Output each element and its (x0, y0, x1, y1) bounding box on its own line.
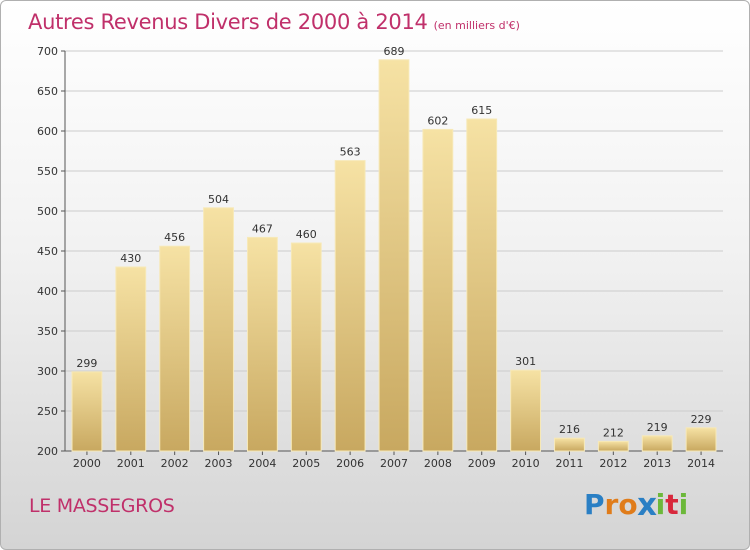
bar-2011 (554, 437, 585, 452)
bar-2013 (641, 435, 673, 452)
x-tick-label: 2009 (468, 457, 496, 470)
y-tick-label: 200 (37, 445, 58, 458)
x-tick-label: 2002 (161, 457, 189, 470)
bar-value-label: 301 (515, 355, 536, 368)
bar-value-label: 615 (471, 104, 492, 117)
chart-title: Autres Revenus Divers de 2000 à 2014 (28, 10, 428, 34)
x-tick-label: 2003 (205, 457, 233, 470)
bar-value-label: 219 (647, 421, 668, 434)
y-tick-label: 700 (37, 45, 58, 58)
bar-2006 (334, 160, 366, 452)
y-tick-label: 600 (37, 125, 58, 138)
y-tick-label: 500 (37, 205, 58, 218)
bars (71, 59, 717, 452)
x-tick-label: 2010 (512, 457, 540, 470)
labels: 200 250 300 350 400 450 500 550 600 650 700 299 2000… (37, 45, 715, 470)
x-tick-label: 2006 (336, 457, 364, 470)
y-tick-label: 250 (37, 405, 58, 418)
logo-letter: x (636, 486, 657, 523)
x-tick-label: 2005 (292, 457, 320, 470)
bar-value-label: 460 (296, 228, 317, 241)
x-tick-label: 2008 (424, 457, 452, 470)
bar-value-label: 299 (76, 357, 97, 370)
chart-unit: (en milliers d'€) (433, 19, 520, 32)
x-tick-label: 2012 (599, 457, 627, 470)
logo-letter: i (678, 488, 689, 521)
bar-2003 (203, 207, 234, 452)
chart-title-row: Autres Revenus Divers de 2000 à 2014 (en … (28, 10, 520, 34)
x-tick-label: 2000 (73, 457, 101, 470)
bar-value-label: 504 (208, 193, 229, 206)
bar-2008 (422, 128, 454, 452)
y-tick-label: 400 (37, 285, 58, 298)
place-name: LE MASSEGROS (29, 495, 175, 517)
logo-letter: o (618, 488, 638, 521)
bar-2001 (115, 266, 147, 452)
bar-2009 (466, 118, 498, 452)
bar-value-label: 602 (427, 114, 448, 127)
logo-letter: t (665, 488, 679, 521)
x-tick-label: 2011 (555, 457, 583, 470)
bar-value-label: 456 (164, 231, 185, 244)
bar-2007 (378, 59, 410, 452)
bar-2005 (290, 242, 322, 452)
bar-value-label: 467 (252, 222, 273, 235)
bar-2010 (510, 369, 542, 452)
x-tick-label: 2004 (248, 457, 276, 470)
y-tick-label: 300 (37, 365, 58, 378)
bar-value-label: 216 (559, 423, 580, 436)
bar-value-label: 212 (603, 426, 624, 439)
logo-letter: i (655, 488, 666, 521)
logo-letter: P (584, 488, 605, 521)
bar-value-label: 430 (120, 252, 141, 265)
y-tick-label: 650 (37, 85, 58, 98)
proxiti-logo[interactable]: Proxiti (584, 486, 689, 523)
bar-2000 (71, 371, 103, 452)
y-tick-label: 350 (37, 325, 58, 338)
bar-value-label: 689 (384, 45, 405, 58)
x-tick-label: 2001 (117, 457, 145, 470)
bar-value-label: 229 (691, 413, 712, 426)
bar-value-label: 563 (340, 146, 361, 159)
x-tick-label: 2014 (687, 457, 715, 470)
x-tick-label: 2007 (380, 457, 408, 470)
y-tick-label: 550 (37, 165, 58, 178)
logo-letter: r (604, 488, 619, 521)
bar-2002 (159, 245, 191, 452)
bar-2014 (685, 427, 717, 452)
bar-2004 (246, 236, 278, 452)
y-tick-label: 450 (37, 245, 58, 258)
x-tick-label: 2013 (643, 457, 671, 470)
bar-2012 (597, 440, 629, 452)
